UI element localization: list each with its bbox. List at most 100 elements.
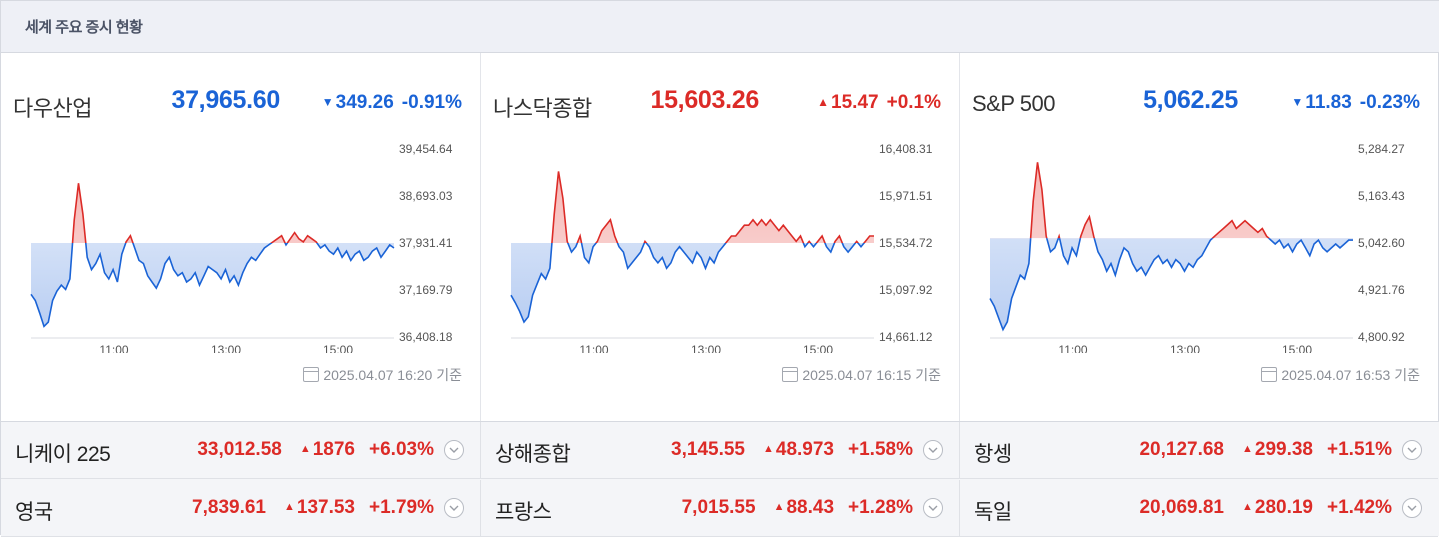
row-name: 영국 [15, 501, 53, 524]
index-panel-dow[interactable]: 다우산업 37,965.60 ▼ 349.26 -0.91% 39,454.64 38… [1, 53, 480, 421]
intraday-chart[interactable]: 39,454.64 38,693.03 37,931.41 37,169.79 36,4… [1, 133, 480, 353]
index-name: S&P 500 [972, 91, 1055, 116]
up-arrow-icon: ▲ [1242, 501, 1253, 513]
x-tick-label: 11:00 [1058, 343, 1087, 353]
row-value: 20,069.81 [1139, 497, 1224, 518]
up-arrow-icon: ▲ [1242, 443, 1253, 455]
x-tick-label: 13:00 [691, 343, 721, 353]
y-tick-label: 4,921.76 [1358, 283, 1405, 297]
as-of-time: 2025.04.07 16:53 기준 [1261, 365, 1420, 385]
expand-chevron-icon[interactable] [1402, 498, 1422, 518]
area-below-baseline [990, 238, 1353, 330]
expand-chevron-icon[interactable] [923, 440, 943, 460]
row-percent: +6.03% [369, 439, 434, 460]
change-percent: -0.23% [1359, 92, 1420, 113]
index-name: 나스닥종합 [493, 96, 592, 121]
y-tick-label: 5,042.60 [1358, 236, 1405, 250]
price-line-below [989, 238, 1353, 332]
up-arrow-icon: ▲ [773, 501, 785, 513]
change-amount: 15.47 [831, 92, 879, 113]
price-line-below [30, 243, 395, 328]
index-panel-nasdaq[interactable]: 나스닥종합 15,603.26 ▲ 15.47 +0.1% 16,408.31 15,… [480, 53, 959, 421]
row-values: 20,127.68 ▲ 299.38 +1.51% [1125, 439, 1392, 461]
row-value: 20,127.68 [1139, 439, 1224, 460]
y-tick-label: 39,454.64 [399, 142, 453, 156]
widget-header: 세계 주요 증시 현황 [1, 1, 1439, 53]
row-change: 88.43 [786, 497, 835, 518]
y-tick-label: 5,163.43 [1358, 189, 1405, 203]
other-indices: 니케이 225 33,012.58 ▲ 1876 +6.03% 상해종합 3,145.… [1, 421, 1439, 537]
expand-chevron-icon[interactable] [1402, 440, 1422, 460]
row-change: 48.973 [775, 439, 835, 460]
calendar-icon [303, 367, 320, 382]
index-row-hangseng[interactable]: 항셍 20,127.68 ▲ 299.38 +1.51% [959, 422, 1438, 479]
y-tick-label: 15,534.72 [879, 236, 933, 250]
expand-chevron-icon[interactable] [444, 440, 464, 460]
index-row-uk[interactable]: 영국 7,839.61 ▲ 137.53 +1.79% [1, 480, 480, 537]
row-values: 20,069.81 ▲ 280.19 +1.42% [1125, 497, 1392, 519]
row-value: 3,145.55 [671, 439, 745, 460]
index-name: 다우산업 [13, 96, 92, 121]
index-change: ▼ 349.26 -0.91% [322, 92, 462, 114]
expand-chevron-icon[interactable] [444, 498, 464, 518]
x-tick-label: 15:00 [1282, 343, 1312, 353]
calendar-icon [1261, 367, 1278, 382]
row-percent: +1.58% [848, 439, 913, 460]
y-tick-label: 38,693.03 [399, 189, 453, 203]
y-tick-label: 37,169.79 [399, 283, 453, 297]
x-tick-label: 11:00 [579, 343, 608, 353]
row-change: 299.38 [1254, 439, 1314, 460]
y-tick-label: 15,097.92 [879, 283, 933, 297]
row-change: 280.19 [1254, 497, 1314, 518]
as-of-text: 2025.04.07 16:15 기준 [802, 367, 941, 383]
up-arrow-icon: ▲ [299, 443, 311, 455]
row-name: 프랑스 [495, 501, 552, 524]
row-values: 3,145.55 ▲ 48.973 +1.58% [657, 439, 913, 461]
row-values: 33,012.58 ▲ 1876 +6.03% [183, 439, 434, 461]
area-below-baseline [31, 243, 394, 327]
row-name: 니케이 225 [15, 443, 111, 466]
y-tick-label: 16,408.31 [879, 142, 933, 156]
index-value: 5,062.25 [1143, 86, 1238, 114]
row-value: 33,012.58 [197, 439, 282, 460]
row-change: 137.53 [296, 497, 356, 518]
change-amount: 349.26 [335, 92, 394, 113]
y-tick-label: 4,800.92 [1358, 330, 1405, 344]
down-arrow-icon: ▼ [321, 95, 334, 109]
y-tick-label: 37,931.41 [399, 236, 453, 250]
x-tick-label: 13:00 [211, 343, 241, 353]
row-name: 항셍 [974, 443, 1012, 466]
row-percent: +1.42% [1327, 497, 1392, 518]
row-change: 1876 [312, 439, 356, 460]
row-percent: +1.51% [1327, 439, 1392, 460]
index-row-nikkei[interactable]: 니케이 225 33,012.58 ▲ 1876 +6.03% [1, 422, 480, 479]
y-tick-label: 36,408.18 [399, 330, 453, 344]
index-row-germany[interactable]: 독일 20,069.81 ▲ 280.19 +1.42% [959, 480, 1438, 537]
as-of-time: 2025.04.07 16:20 기준 [303, 365, 462, 385]
y-tick-label: 15,971.51 [879, 189, 933, 203]
change-percent: +0.1% [886, 92, 941, 113]
row-values: 7,015.55 ▲ 88.43 +1.28% [668, 497, 913, 519]
row-name: 상해종합 [495, 443, 571, 466]
change-percent: -0.91% [401, 92, 462, 113]
index-row-shanghai[interactable]: 상해종합 3,145.55 ▲ 48.973 +1.58% [480, 422, 959, 479]
row-percent: +1.28% [848, 497, 913, 518]
widget-title: 세계 주요 증시 현황 [25, 19, 143, 36]
index-row-france[interactable]: 프랑스 7,015.55 ▲ 88.43 +1.28% [480, 480, 959, 537]
as-of-text: 2025.04.07 16:20 기준 [323, 367, 462, 383]
x-tick-label: 13:00 [1170, 343, 1200, 353]
index-change: ▼ 11.83 -0.23% [1291, 92, 1420, 114]
calendar-icon [782, 367, 799, 382]
down-arrow-icon: ▼ [1291, 95, 1304, 109]
expand-chevron-icon[interactable] [923, 498, 943, 518]
index-value: 37,965.60 [171, 86, 280, 114]
row-value: 7,015.55 [681, 497, 756, 518]
intraday-chart[interactable]: 5,284.27 5,163.43 5,042.60 4,921.76 4,800.92… [960, 133, 1439, 353]
intraday-chart[interactable]: 16,408.31 15,971.51 15,534.72 15,097.92 14,6… [481, 133, 960, 353]
up-arrow-icon: ▲ [763, 443, 774, 455]
index-panel-sp500[interactable]: S&P 500 5,062.25 ▼ 11.83 -0.23% 5,284.27 5,… [959, 53, 1438, 421]
index-value: 15,603.26 [650, 86, 759, 114]
row-name: 독일 [974, 501, 1012, 524]
row-value: 7,839.61 [192, 497, 266, 518]
